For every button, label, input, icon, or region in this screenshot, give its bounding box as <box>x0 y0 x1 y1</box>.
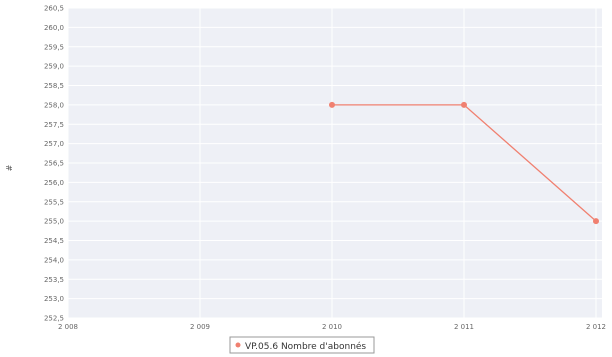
data-point <box>329 101 335 108</box>
y-tick-label: 260,5 <box>44 5 64 13</box>
y-tick-label: 257,0 <box>44 140 64 148</box>
y-tick-label: 260,0 <box>44 24 64 32</box>
legend-marker <box>235 342 241 348</box>
data-point <box>593 218 599 225</box>
y-tick-label: 252,5 <box>44 315 64 323</box>
data-point <box>461 101 467 108</box>
x-tick-label: 2 011 <box>454 323 474 331</box>
y-tick-label: 258,0 <box>44 101 64 109</box>
y-tick-label: 254,0 <box>44 256 64 264</box>
x-tick-label: 2 010 <box>322 323 342 331</box>
x-tick-label: 2 008 <box>58 323 78 331</box>
legend-label: VP.05.6 Nombre d'abonnés <box>245 341 366 352</box>
y-axis-ticks: 252,5 253,0 253,5 254,0 254,5 255,0 255,5 256,0… <box>44 5 64 323</box>
x-tick-label: 2 009 <box>190 323 210 331</box>
y-tick-label: 253,0 <box>44 295 64 303</box>
legend-box <box>229 336 375 354</box>
x-tick-label: 2 012 <box>586 323 606 331</box>
grid-lines <box>67 7 602 319</box>
y-tick-label: 259,0 <box>44 63 64 71</box>
legend: VP.05.6 Nombre d'abonnés <box>229 336 375 354</box>
x-axis-ticks: 2 008 2 009 2 010 2 011 2 012 <box>58 323 606 331</box>
y-axis-label: # <box>5 164 14 171</box>
series-group <box>329 101 599 225</box>
y-tick-label: 255,5 <box>44 198 64 206</box>
y-tick-label: 256,5 <box>44 160 64 168</box>
y-tick-label: 257,5 <box>44 121 64 129</box>
y-tick-label: 254,5 <box>44 237 64 245</box>
y-tick-label: 256,0 <box>44 179 64 187</box>
y-tick-label: 259,5 <box>44 43 64 51</box>
y-tick-label: 253,5 <box>44 276 64 284</box>
y-tick-label: 258,5 <box>44 82 64 90</box>
y-tick-label: 255,0 <box>44 218 64 226</box>
